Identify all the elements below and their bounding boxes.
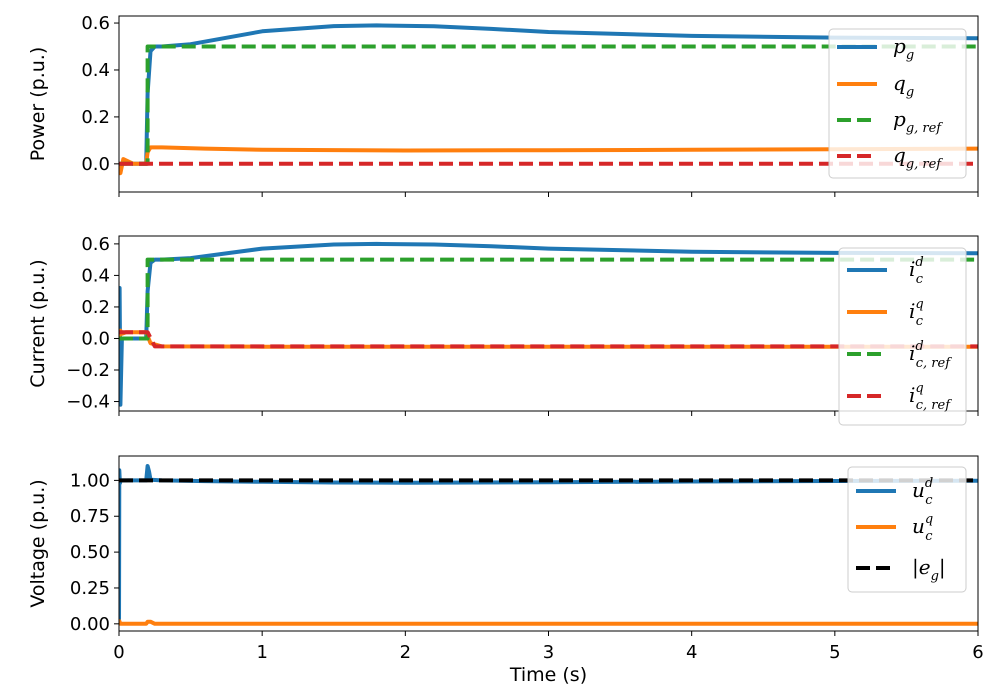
legend-label: iq c bbox=[909, 297, 924, 329]
x-tick-label: 1 bbox=[256, 642, 267, 663]
x-axis-label: Time (s) bbox=[509, 664, 587, 686]
x-tick-label: 0 bbox=[113, 642, 124, 663]
y-tick-label: 0.75 bbox=[70, 506, 110, 527]
y-tick-label: 0.0 bbox=[81, 154, 110, 175]
legend-label: pg bbox=[893, 34, 914, 63]
y-tick-label: 0.2 bbox=[81, 297, 110, 318]
legend-label: iq c, ref bbox=[909, 381, 952, 413]
legend: ud c uq c |eg| bbox=[847, 466, 967, 593]
y-tick-label: 0.6 bbox=[81, 234, 110, 255]
y-axis-label: Current (p.u.) bbox=[27, 259, 49, 387]
y-tick-label: 0.50 bbox=[70, 542, 110, 563]
y-tick-label: 0.4 bbox=[81, 265, 110, 286]
y-tick-label: −0.4 bbox=[66, 392, 110, 413]
x-tick-label: 4 bbox=[686, 642, 697, 663]
legend-label: id c bbox=[909, 255, 924, 287]
x-tick-label: 3 bbox=[543, 642, 554, 663]
y-tick-label: 0.25 bbox=[70, 578, 110, 599]
chart-panel-3: 0.00 0.25 0.50 0.75 1.00 0 1 2 3 4 5 6 Voltage (p.u.… bbox=[27, 455, 984, 686]
legend-box bbox=[847, 466, 967, 593]
y-axis-label: Voltage (p.u.) bbox=[27, 479, 49, 607]
y-tick-label: 0.6 bbox=[81, 13, 110, 34]
series-line-3 bbox=[119, 44, 978, 166]
legend-label: qg, ref bbox=[893, 143, 943, 172]
series-line-2 bbox=[119, 619, 978, 626]
series-group bbox=[119, 241, 978, 407]
legend-label: |eg| bbox=[912, 555, 946, 584]
legend: pg qg pg, ref qg, ref bbox=[828, 28, 967, 179]
chart-panel-2: −0.4 −0.2 0.0 0.2 0.4 0.6 Current (p.u.) id c iq c… bbox=[27, 234, 979, 426]
y-tick-label: −0.2 bbox=[66, 360, 110, 381]
y-tick-label: 0.0 bbox=[81, 328, 110, 349]
y-tick-label: 0.00 bbox=[70, 614, 110, 635]
x-tick-label: 5 bbox=[829, 642, 840, 663]
legend-box bbox=[838, 247, 967, 426]
legend-label: qg bbox=[893, 71, 914, 100]
chart-panel-1: 0.0 0.2 0.4 0.6 Power (p.u.) pg qg pg, ref qg, r… bbox=[27, 13, 979, 197]
series-group bbox=[119, 23, 978, 176]
y-axis-label: Power (p.u.) bbox=[27, 47, 49, 162]
legend: id c iq c id c, ref iq c, ref bbox=[838, 247, 967, 426]
series-line-2 bbox=[119, 145, 978, 176]
legend-box bbox=[828, 28, 967, 179]
legend-label: ud c bbox=[912, 476, 933, 508]
legend-label: pg, ref bbox=[893, 107, 943, 136]
series-line-3 bbox=[119, 257, 978, 341]
legend-label: id c, ref bbox=[909, 339, 952, 371]
y-tick-label: 0.4 bbox=[81, 60, 110, 81]
legend-label: uq c bbox=[912, 512, 933, 544]
y-tick-label: 0.2 bbox=[81, 107, 110, 128]
y-tick-label: 1.00 bbox=[70, 470, 110, 491]
x-tick-label: 6 bbox=[972, 642, 983, 663]
x-tick-label: 2 bbox=[400, 642, 411, 663]
